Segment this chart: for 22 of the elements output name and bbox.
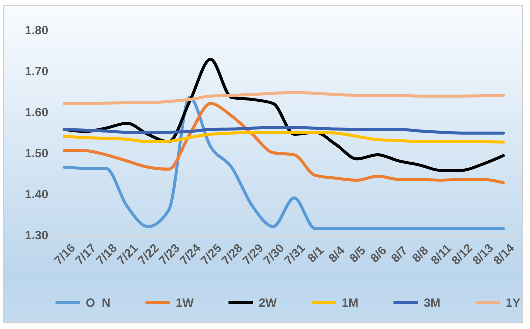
y-tick-label: 1.40 <box>25 188 49 202</box>
x-tick-label: 8/4 <box>326 243 348 266</box>
legend-label: 1M <box>342 296 359 310</box>
legend-label: O_N <box>86 296 111 310</box>
line-series <box>62 91 506 106</box>
y-tick-label: 1.80 <box>25 24 49 38</box>
line-series <box>62 131 506 144</box>
y-tick-label: 1.30 <box>25 228 49 242</box>
legend-label: 1Y <box>506 296 521 310</box>
line-series <box>62 96 506 230</box>
legend-label: 1W <box>176 296 195 310</box>
line-series <box>62 102 506 184</box>
x-tick-label: 8/8 <box>410 243 432 266</box>
y-tick-label: 1.60 <box>25 106 49 120</box>
x-tick-label: 8/6 <box>368 243 390 266</box>
x-tick-label: 8/1 <box>305 243 327 266</box>
x-tick-label: 8/5 <box>346 243 369 266</box>
x-tick-label: 8/7 <box>388 243 411 266</box>
y-tick-label: 1.70 <box>25 64 49 78</box>
y-tick-label: 1.50 <box>25 146 49 160</box>
legend-label: 2W <box>259 296 278 310</box>
legend-label: 3M <box>424 296 441 310</box>
